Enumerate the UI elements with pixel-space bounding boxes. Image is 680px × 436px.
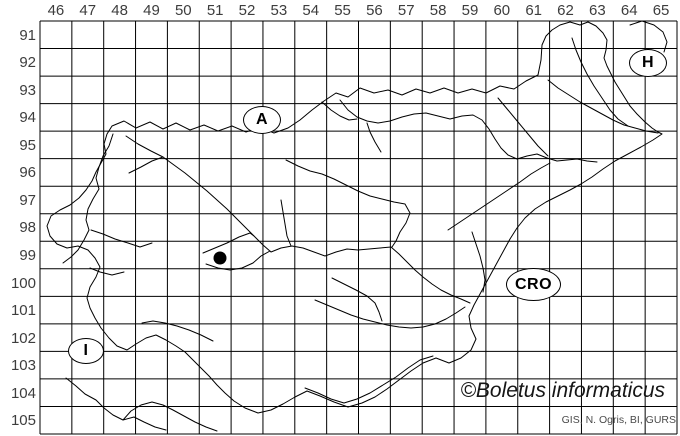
coastline-path (65, 377, 167, 431)
row-label-97: 97 (19, 191, 36, 209)
river-path (202, 232, 255, 254)
river-path (547, 79, 659, 134)
col-label-46: 46 (47, 2, 65, 19)
col-label-61: 61 (525, 2, 543, 19)
country-label-italy: I (68, 338, 104, 364)
col-label-49: 49 (143, 2, 160, 19)
river-path (90, 229, 153, 248)
river-path (571, 37, 629, 127)
river-path (280, 199, 292, 247)
river-path (331, 277, 383, 322)
row-label-98: 98 (19, 219, 36, 237)
col-label-65: 65 (652, 2, 670, 19)
river-path (141, 320, 214, 342)
country-border-path (46, 21, 663, 414)
col-label-58: 58 (429, 2, 447, 19)
river-path (629, 20, 668, 53)
river-path (89, 267, 125, 276)
river-path (125, 135, 164, 158)
col-label-54: 54 (302, 2, 320, 19)
row-label-100: 100 (10, 274, 36, 292)
rivers-group (62, 20, 668, 432)
row-label-105: 105 (10, 412, 36, 430)
col-label-59: 59 (461, 2, 479, 19)
row-label-103: 103 (10, 357, 36, 375)
river-path (321, 101, 358, 121)
river-path (62, 133, 114, 264)
col-label-53: 53 (270, 2, 288, 19)
col-label-64: 64 (620, 2, 638, 19)
row-label-104: 104 (10, 384, 36, 402)
row-label-92: 92 (19, 54, 36, 72)
row-label-96: 96 (19, 164, 36, 182)
col-label-47: 47 (79, 2, 97, 19)
row-label-94: 94 (19, 109, 36, 127)
row-label-102: 102 (10, 329, 36, 347)
col-label-56: 56 (366, 2, 383, 19)
river-path (285, 159, 411, 248)
source-credit-text: GIS, N. Ogris, BI, GURS (561, 414, 676, 426)
col-label-62: 62 (557, 2, 574, 19)
row-label-95: 95 (19, 136, 36, 154)
col-label-60: 60 (493, 2, 511, 19)
col-label-51: 51 (206, 2, 224, 19)
row-label-93: 93 (19, 81, 36, 99)
col-label-48: 48 (111, 2, 128, 19)
river-path (304, 355, 434, 404)
row-label-91: 91 (19, 26, 36, 44)
row-label-101: 101 (10, 302, 36, 320)
col-label-52: 52 (238, 2, 256, 19)
col-label-50: 50 (174, 2, 192, 19)
col-label-55: 55 (334, 2, 351, 19)
coastline-path (122, 401, 218, 432)
river-path (205, 250, 271, 271)
country-label-austria: A (243, 106, 281, 134)
country-label-hungary: H (629, 49, 667, 77)
river-path (447, 162, 551, 231)
col-label-57: 57 (397, 2, 415, 19)
river-path (339, 99, 598, 163)
record-marker-dot (213, 251, 227, 265)
river-path (497, 97, 549, 157)
river-path (128, 156, 164, 174)
river-path (162, 156, 471, 304)
row-label-99: 99 (19, 247, 36, 265)
river-path (314, 299, 466, 329)
river-path (471, 231, 486, 293)
country-label-croatia: CRO (506, 268, 561, 301)
col-label-63: 63 (589, 2, 606, 19)
copyright-text: ©Boletus informaticus (460, 379, 665, 402)
river-path (366, 122, 382, 153)
